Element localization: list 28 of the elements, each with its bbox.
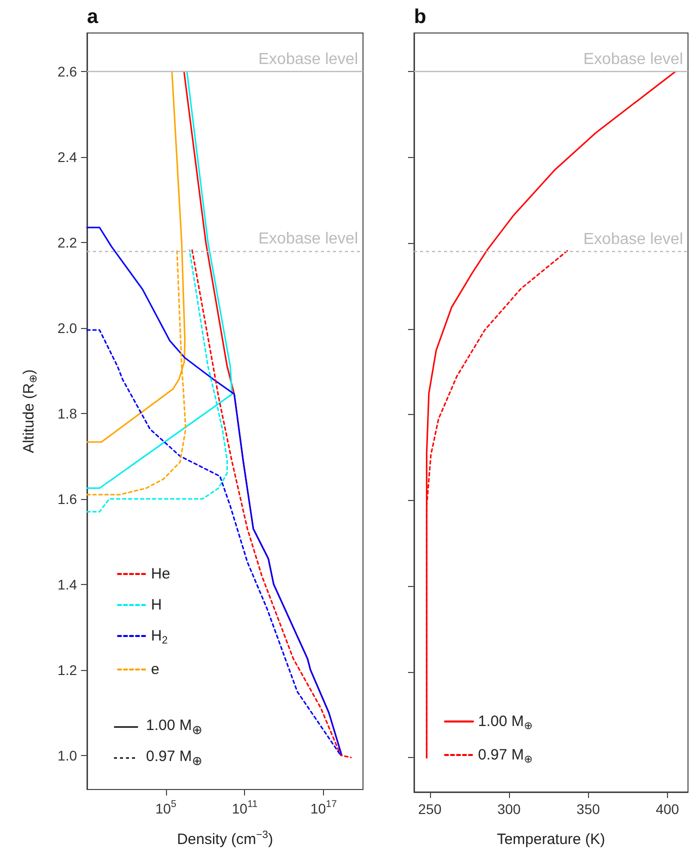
- y-tick-label: 2.0: [58, 320, 78, 336]
- x-tick-label: 300: [497, 801, 521, 817]
- y-tick-label: 1.2: [58, 662, 78, 678]
- legend-label: 0.97 M⊕: [478, 746, 533, 766]
- y-tick-label: 1.6: [58, 490, 78, 507]
- x-axis-title: Temperature (K): [496, 831, 606, 848]
- legend-label: He: [151, 566, 170, 582]
- x-tick-label: 350: [576, 801, 600, 817]
- chart-title: b: [414, 6, 426, 28]
- ref-line-label: Exobase level: [258, 50, 358, 68]
- y-tick-label: 2.2: [58, 234, 78, 250]
- y-axis-title: Altitude (R⊕): [20, 369, 40, 454]
- annotation: 1.00 M$_{⊕}$: [146, 717, 202, 737]
- legend-label: e: [151, 661, 160, 678]
- annotation: 0.97 M$_{⊕}$: [146, 748, 202, 768]
- legend-label: H: [151, 596, 162, 614]
- legend-label: 1.00 M⊕: [478, 713, 533, 732]
- y-tick-label: 1.0: [58, 747, 78, 764]
- y-tick-label: 1.8: [58, 405, 78, 422]
- x-tick-label: 250: [418, 801, 442, 817]
- chart-title: a: [87, 6, 99, 28]
- y-tick-label: 2.6: [58, 63, 78, 80]
- y-tick-label: 1.4: [58, 576, 78, 592]
- x-tick-label: 400: [656, 801, 680, 817]
- y-tick-label: 2.4: [58, 148, 78, 165]
- ref-line-label: Exobase level: [583, 51, 683, 68]
- ref-line-label: Exobase level: [258, 230, 358, 248]
- ref-line-label: Exobase level: [583, 231, 683, 248]
